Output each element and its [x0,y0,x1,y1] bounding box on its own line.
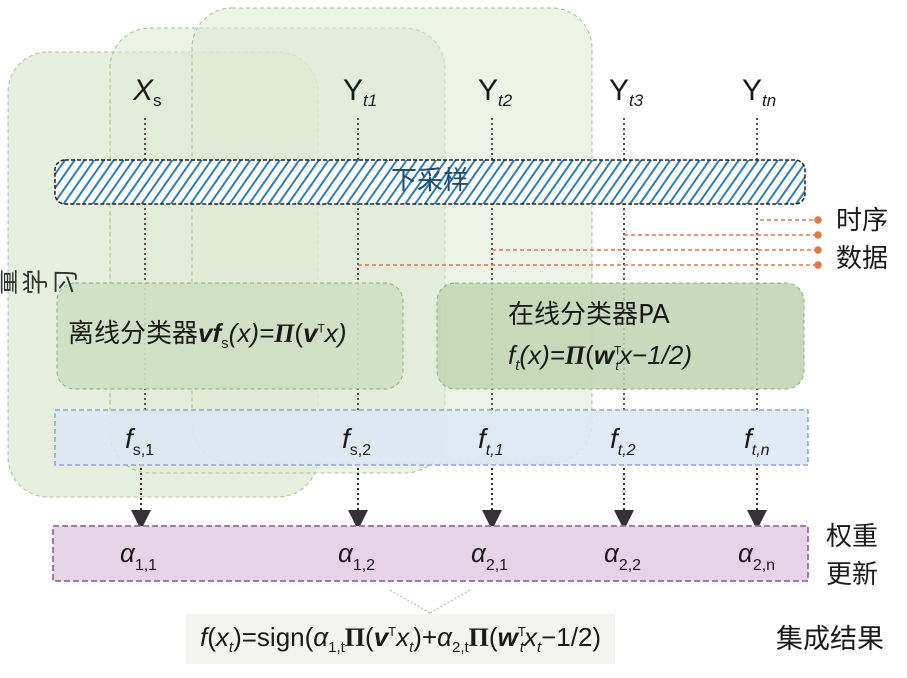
alpha-band [52,525,809,582]
alpha-label-2n: α2,n [738,538,776,574]
time-series-label-2: 数据 [836,244,889,274]
incremental-learning-label: 增量学习 [0,268,82,295]
downsample-label: 下采样 [391,166,470,196]
online-classifier-title: 在线分类器PA [508,300,670,330]
label-yt3: Yt3 [609,74,644,110]
offline-classifier-box [56,282,404,390]
f-band [54,409,809,466]
funnel-right [429,589,471,614]
f-label-s2: fs,2 [342,423,372,459]
ensemble-result-label: 集成结果 [776,624,884,655]
alpha-label-21: α2,1 [471,538,509,574]
label-xs: Xs [133,74,162,110]
label-yt1: Yt1 [343,74,378,110]
f-label-t1: ft,1 [478,423,504,459]
offline-classifier-text: 离线分类器vfs(x)=Π(vTx) [68,318,347,353]
f-label-tn: ft,n [744,423,770,459]
label-yt2: Yt2 [478,74,513,110]
f-label-s1: fs,1 [125,423,155,459]
funnel-left [389,589,431,614]
alpha-label-12: α1,2 [338,538,376,574]
alpha-label-22: α2,2 [604,538,642,574]
label-ytn: Ytn [742,74,777,110]
weight-update-label-2: 更新 [826,560,879,590]
downsample-bar [54,159,806,205]
online-classifier-formula: ft(x)=Π(wTtx−1/2) [508,340,693,375]
f-label-t2: ft,2 [610,423,636,459]
weight-update-label-1: 权重 [826,522,879,552]
ensemble-formula: f(xt)=sign(α1,tΠ(vTxt)+α2,tΠ(wTtxt−1/2) [186,614,616,664]
alpha-label-11: α1,1 [120,538,158,574]
online-classifier-box [436,282,805,390]
increment-panel-3 [191,7,593,464]
time-series-label-1: 时序 [836,206,889,236]
